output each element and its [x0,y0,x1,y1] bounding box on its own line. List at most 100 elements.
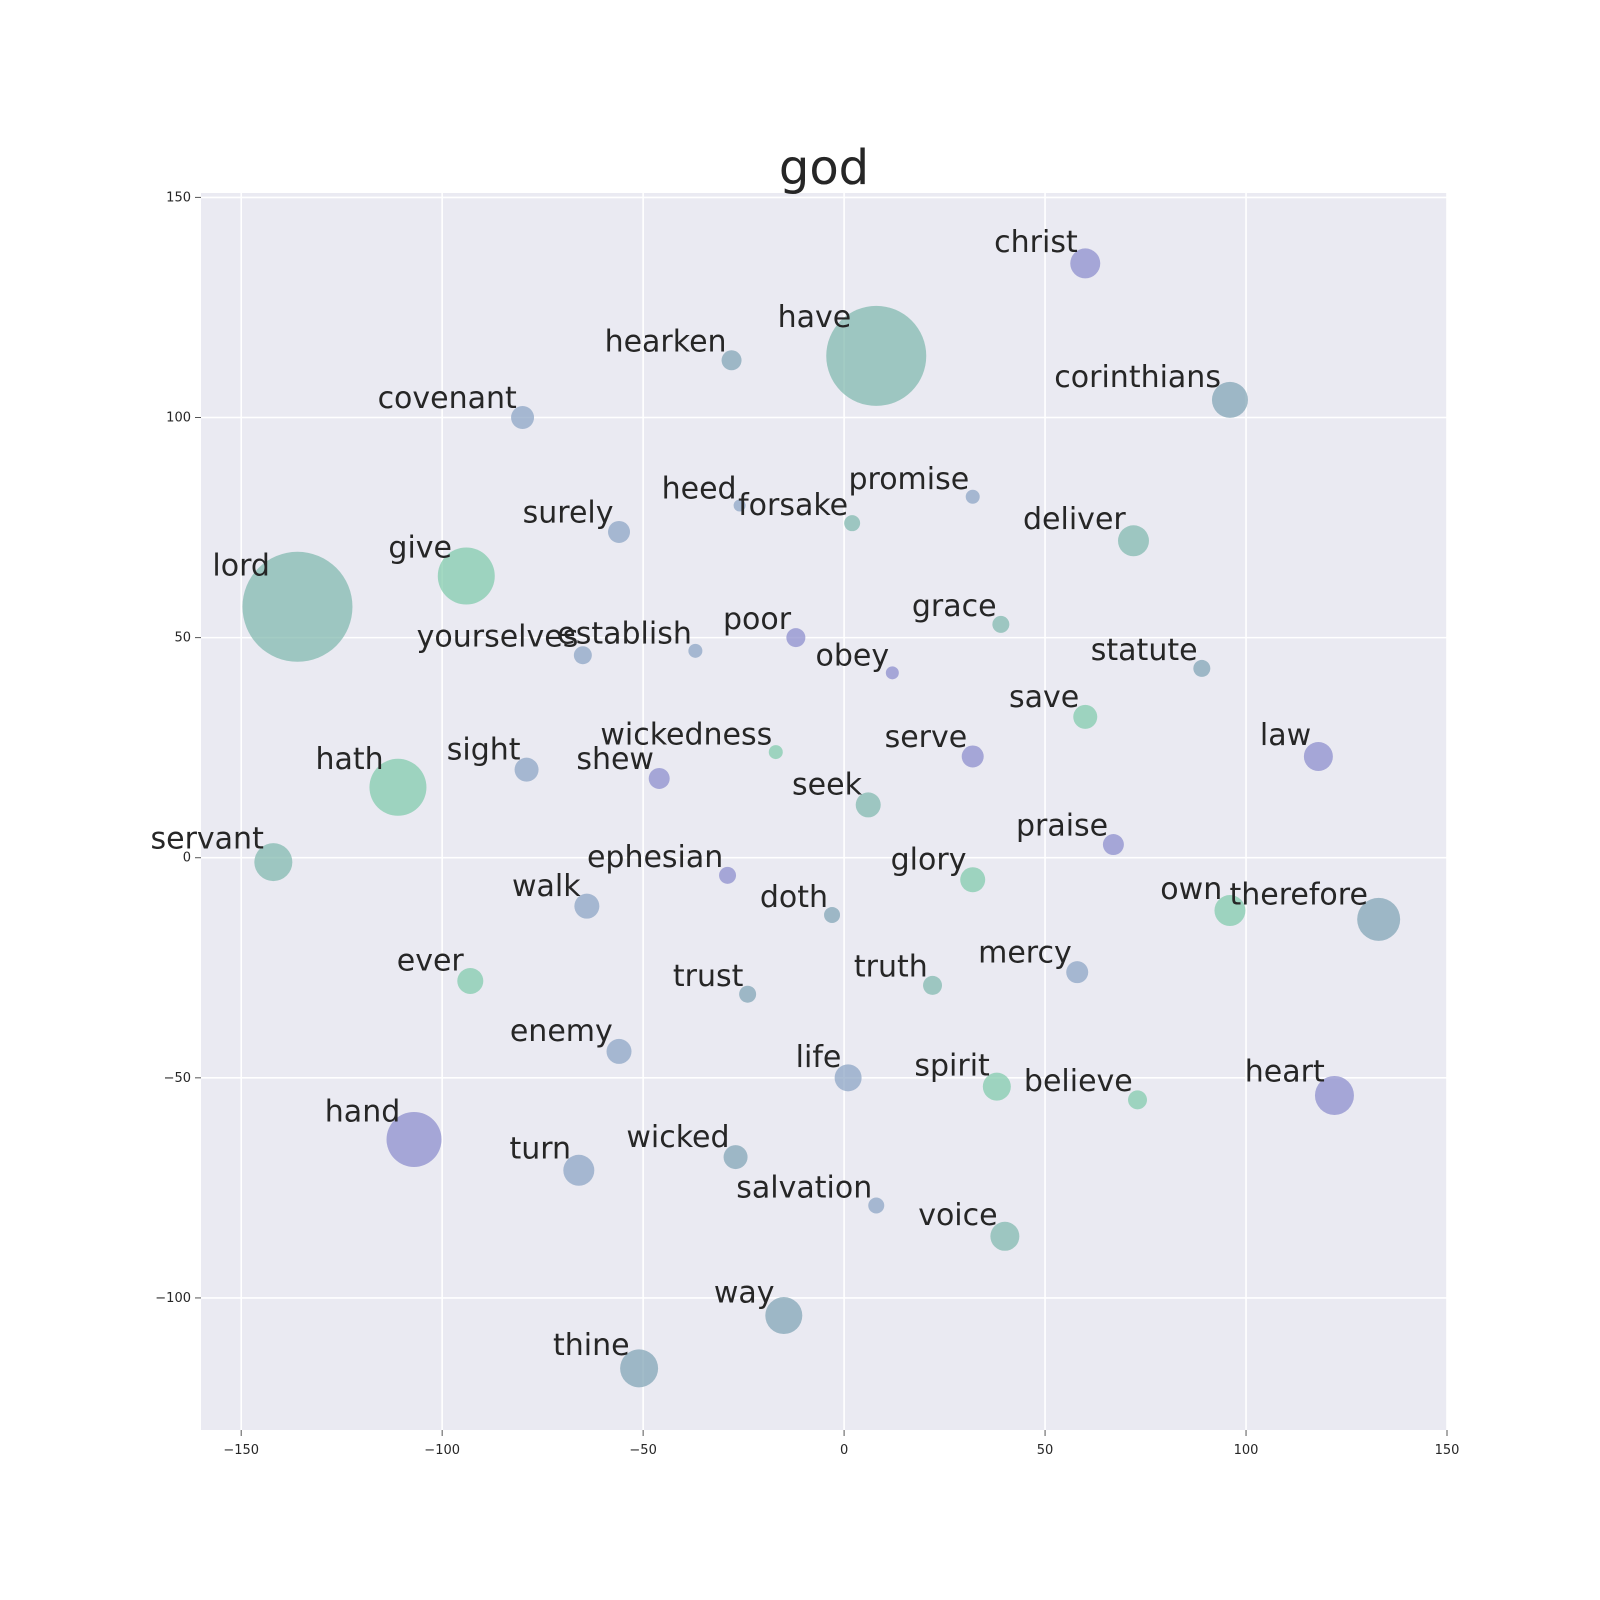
bubble-label-therefore: therefore [1229,878,1367,913]
x-tick-label: −100 [424,1443,460,1458]
bubble-seek [855,792,881,818]
bubble-label-believe: believe [1024,1064,1133,1099]
bubble-label-salvation: salvation [736,1170,872,1205]
x-tick-label: 50 [1037,1443,1054,1458]
bubble-series [242,248,1401,1388]
bubble-doth [824,906,841,923]
bubble-label-enemy: enemy [510,1014,613,1049]
bubble-grace [992,615,1010,633]
bubble-label-servant: servant [151,822,265,857]
bubble-label-corinthians: corinthians [1054,360,1221,395]
bubble-mercy [1066,961,1089,984]
bubble-life [834,1064,862,1092]
bubble-have [826,305,927,406]
bubble-label-yourselves: yourselves [417,620,579,655]
bubble-label-praise: praise [1016,808,1108,843]
bubble-statute [1193,659,1211,677]
bubble-promise [965,489,980,504]
bubble-hath [369,758,427,816]
bubble-believe [1128,1090,1148,1110]
bubble-servant [254,843,293,882]
bubble-hand [386,1111,442,1167]
bubble-label-thine: thine [553,1328,630,1363]
bubble-ever [457,967,484,994]
bubble-label-christ: christ [994,225,1078,260]
y-tick-label: −50 [164,1071,191,1086]
bubble-label-establish: establish [557,616,692,651]
bubble-label-heed: heed [662,472,737,507]
bubble-label-poor: poor [723,602,792,637]
bubble-wickedness [768,745,783,760]
bubble-labels: christ hearken have corinthians covenant heed… [151,225,1368,1363]
chart-title: god [779,140,869,196]
x-tick-label: 0 [840,1443,848,1458]
bubble-label-own: own [1160,872,1222,907]
bubble-label-trust: trust [673,959,744,994]
axis-ticks: −150 −100 −50 0 50 100 150 150 100 50 0 −50 −100 [155,190,1459,1458]
bubble-label-hand: hand [325,1095,400,1130]
bubble-trust [739,985,757,1003]
bubble-forsake [844,515,861,532]
bubble-voice [990,1221,1020,1251]
bubble-label-lord: lord [212,548,270,583]
bubble-label-truth: truth [854,950,928,985]
bubble-label-wickedness: wickedness [600,718,772,753]
bubble-save [1073,704,1098,729]
bubble-enemy [606,1038,632,1064]
bubble-label-covenant: covenant [378,381,517,416]
bubble-shew [648,767,670,789]
bubble-label-obey: obey [815,639,889,674]
bubble-salvation [868,1197,885,1214]
bubble-yourselves [573,646,592,665]
bubble-label-shew: shew [576,742,654,777]
bubble-label-have: have [778,300,852,335]
bubble-thine [620,1349,659,1388]
bubble-label-surely: surely [523,495,614,530]
bubble-surely [608,520,631,543]
bubble-label-deliver: deliver [1023,502,1126,537]
bubble-label-hearken: hearken [605,324,727,359]
bubble-label-spirit: spirit [914,1049,990,1084]
bubble-label-give: give [388,531,452,566]
vertical-gridlines [240,193,1448,1430]
bubble-therefore [1357,897,1401,941]
bubble-label-hath: hath [316,742,384,777]
x-tick-label: 100 [1234,1443,1259,1458]
bubble-label-serve: serve [885,720,968,755]
bubble-label-life: life [796,1040,842,1075]
bubble-lord [242,551,353,662]
bubble-label-turn: turn [509,1132,571,1167]
bubble-give [437,547,495,605]
horizontal-gridlines [201,196,1447,1299]
bubble-label-seek: seek [792,768,863,803]
bubble-hearken [721,350,742,371]
bubble-label-grace: grace [912,589,997,624]
bubble-label-law: law [1260,718,1311,753]
bubble-label-ephesian: ephesian [587,840,723,875]
y-tick-label: −100 [155,1291,191,1306]
bubble-way [765,1297,803,1335]
bubble-label-statute: statute [1091,633,1198,668]
bubble-corinthians [1211,381,1248,418]
x-tick-label: −150 [223,1443,259,1458]
bubble-heed [733,499,746,512]
y-tick-label: 150 [166,190,191,205]
bubble-truth [923,975,943,995]
y-tick-label: 0 [183,851,191,866]
bubble-ephesian [719,866,737,884]
bubble-label-wicked: wicked [626,1120,729,1155]
y-tick-label: 100 [166,411,191,426]
bubble-label-voice: voice [918,1198,997,1233]
bubble-law [1303,741,1333,771]
bubble-label-save: save [1009,680,1079,715]
bubble-label-heart: heart [1245,1055,1325,1090]
bubble-wicked [723,1145,748,1170]
y-tick-label: 50 [174,631,191,646]
x-tick-label: 150 [1435,1443,1460,1458]
bubble-label-way: way [714,1275,775,1310]
bubble-heart [1314,1075,1354,1115]
bubble-obey [885,666,899,680]
bubble-establish [688,643,703,658]
bubble-covenant [511,406,535,430]
